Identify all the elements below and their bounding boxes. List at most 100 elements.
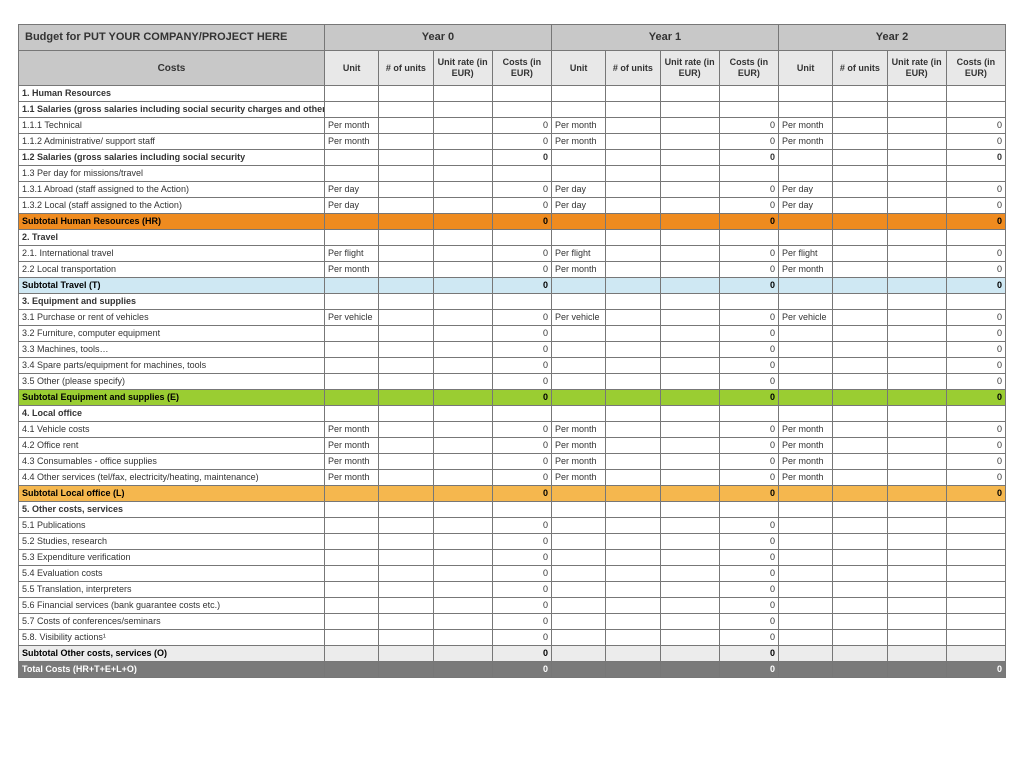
cell-c1: 0 bbox=[719, 598, 778, 614]
cell-n0 bbox=[379, 342, 433, 358]
cell-c2: 0 bbox=[946, 422, 1005, 438]
cell-c1: 0 bbox=[719, 454, 778, 470]
cell-c0: 0 bbox=[492, 246, 551, 262]
cell-n2 bbox=[833, 598, 887, 614]
cell-c0 bbox=[492, 230, 551, 246]
cell-u1 bbox=[551, 582, 605, 598]
cell-r0 bbox=[433, 438, 492, 454]
cell-u2 bbox=[778, 390, 832, 406]
cell-c0: 0 bbox=[492, 438, 551, 454]
cell-c2: 0 bbox=[946, 470, 1005, 486]
cell-n0 bbox=[379, 630, 433, 646]
cell-n0 bbox=[379, 278, 433, 294]
cell-c2: 0 bbox=[946, 374, 1005, 390]
cell-u2 bbox=[778, 150, 832, 166]
cell-r1 bbox=[660, 246, 719, 262]
cell-u1: Per month bbox=[551, 438, 605, 454]
cell-u1 bbox=[551, 550, 605, 566]
cell-u2: Per month bbox=[778, 470, 832, 486]
cell-n0 bbox=[379, 486, 433, 502]
cell-u1 bbox=[551, 150, 605, 166]
table-row: 5.3 Expenditure verification00 bbox=[19, 550, 1006, 566]
cell-c1: 0 bbox=[719, 278, 778, 294]
cell-n2 bbox=[833, 294, 887, 310]
cell-r1 bbox=[660, 438, 719, 454]
year-1-header: Year 1 bbox=[551, 25, 778, 51]
cell-u0 bbox=[324, 630, 378, 646]
table-row: 3. Equipment and supplies bbox=[19, 294, 1006, 310]
cell-u0 bbox=[324, 278, 378, 294]
cell-n0 bbox=[379, 550, 433, 566]
cell-c0: 0 bbox=[492, 278, 551, 294]
cell-r0 bbox=[433, 230, 492, 246]
cell-c0: 0 bbox=[492, 358, 551, 374]
header-row-2: Costs Unit # of units Unit rate (in EUR)… bbox=[19, 51, 1006, 86]
table-row: 5.7 Costs of conferences/seminars00 bbox=[19, 614, 1006, 630]
cell-r1 bbox=[660, 566, 719, 582]
row-label: 3.1 Purchase or rent of vehicles bbox=[19, 310, 325, 326]
table-row: 4.1 Vehicle costsPer month0Per month0Per… bbox=[19, 422, 1006, 438]
cell-n2 bbox=[833, 150, 887, 166]
cell-u2: Per day bbox=[778, 198, 832, 214]
cell-n1 bbox=[606, 614, 660, 630]
cell-n1 bbox=[606, 214, 660, 230]
cell-r1 bbox=[660, 262, 719, 278]
cell-c2 bbox=[946, 646, 1005, 662]
cell-c1: 0 bbox=[719, 374, 778, 390]
cell-r2 bbox=[887, 534, 946, 550]
cell-n1 bbox=[606, 598, 660, 614]
row-label: 4. Local office bbox=[19, 406, 325, 422]
cell-r0 bbox=[433, 630, 492, 646]
table-row: 1.1.1 TechnicalPer month0Per month0Per m… bbox=[19, 118, 1006, 134]
cell-c0: 0 bbox=[492, 646, 551, 662]
cell-n0 bbox=[379, 662, 433, 678]
cell-c2 bbox=[946, 566, 1005, 582]
cell-n2 bbox=[833, 566, 887, 582]
cell-n0 bbox=[379, 182, 433, 198]
cell-c2 bbox=[946, 102, 1005, 118]
cell-u2 bbox=[778, 342, 832, 358]
cell-n0 bbox=[379, 166, 433, 182]
cell-u1 bbox=[551, 518, 605, 534]
cell-r0 bbox=[433, 342, 492, 358]
cell-n1 bbox=[606, 134, 660, 150]
cell-u1 bbox=[551, 534, 605, 550]
row-label: Subtotal Human Resources (HR) bbox=[19, 214, 325, 230]
cell-r1 bbox=[660, 358, 719, 374]
cell-c1: 0 bbox=[719, 646, 778, 662]
table-row: Subtotal Travel (T)000 bbox=[19, 278, 1006, 294]
row-label: 1. Human Resources bbox=[19, 86, 325, 102]
cell-u0 bbox=[324, 390, 378, 406]
cell-c1: 0 bbox=[719, 486, 778, 502]
cell-r2 bbox=[887, 262, 946, 278]
cell-r0 bbox=[433, 582, 492, 598]
table-row: Total Costs (HR+T+E+L+O)000 bbox=[19, 662, 1006, 678]
cell-n2 bbox=[833, 470, 887, 486]
cell-u0 bbox=[324, 166, 378, 182]
cell-c2: 0 bbox=[946, 486, 1005, 502]
row-label: 1.3.1 Abroad (staff assigned to the Acti… bbox=[19, 182, 325, 198]
cell-u1 bbox=[551, 278, 605, 294]
cell-r0 bbox=[433, 598, 492, 614]
cell-c1: 0 bbox=[719, 566, 778, 582]
table-row: 1.2 Salaries (gross salaries including s… bbox=[19, 150, 1006, 166]
cell-c2: 0 bbox=[946, 390, 1005, 406]
cell-r1 bbox=[660, 406, 719, 422]
cell-u2 bbox=[778, 582, 832, 598]
table-row: 5. Other costs, services bbox=[19, 502, 1006, 518]
cell-u0 bbox=[324, 582, 378, 598]
cell-n0 bbox=[379, 86, 433, 102]
table-row: 1.3 Per day for missions/travel bbox=[19, 166, 1006, 182]
cell-u2 bbox=[778, 102, 832, 118]
cell-r1 bbox=[660, 326, 719, 342]
cell-r1 bbox=[660, 454, 719, 470]
budget-table: Budget for PUT YOUR COMPANY/PROJECT HERE… bbox=[18, 24, 1006, 678]
col-rate-0: Unit rate (in EUR) bbox=[433, 51, 492, 86]
cell-u0 bbox=[324, 374, 378, 390]
cell-r2 bbox=[887, 630, 946, 646]
cell-r1 bbox=[660, 646, 719, 662]
cell-r0 bbox=[433, 134, 492, 150]
cell-c1: 0 bbox=[719, 262, 778, 278]
row-label: 4.3 Consumables - office supplies bbox=[19, 454, 325, 470]
cell-u0: Per month bbox=[324, 470, 378, 486]
